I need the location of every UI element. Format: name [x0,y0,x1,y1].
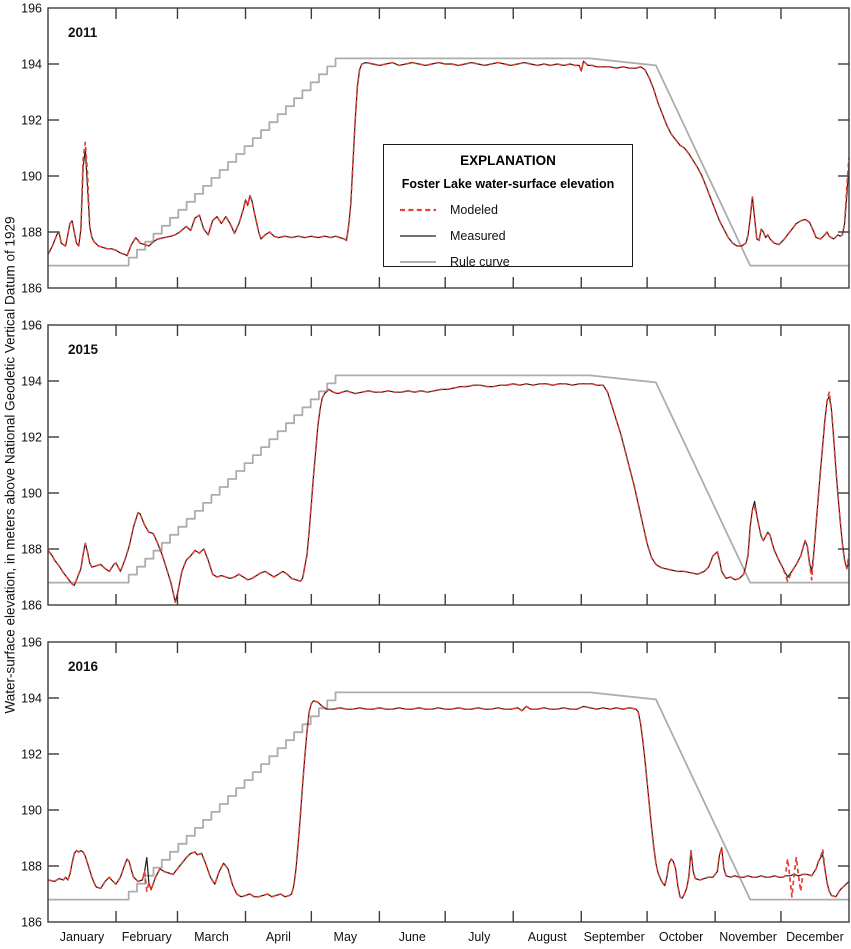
y-tick-label: 190 [21,487,42,501]
x-axis-month-label: January [60,930,105,944]
modeled-line-2016 [47,699,850,900]
y-tick-label: 194 [21,375,42,389]
y-tick-label: 196 [21,636,42,650]
x-axis-month-label: August [528,930,567,944]
x-axis-month-label: June [399,930,426,944]
y-tick-label: 186 [21,916,42,930]
rule-curve-line-sample-icon [400,261,436,263]
x-axis-month-label: November [719,930,777,944]
x-axis-month-label: April [266,930,291,944]
panel-frame-2015 [47,324,850,606]
y-tick-label: 190 [21,170,42,184]
x-axis-month-label: December [786,930,844,944]
measured-line-2015 [47,383,850,603]
y-tick-label: 196 [21,319,42,333]
legend: EXPLANATION Foster Lake water-surface el… [383,144,633,269]
modeled-line-2011 [47,60,850,257]
x-axis-month-label: September [584,930,645,944]
legend-item-rule-curve: Rule curve [400,255,632,269]
panel-year-label: 2015 [68,342,99,357]
legend-item-label: Rule curve [450,255,510,269]
legend-item-measured: Measured [400,229,632,243]
modeled-line-2015 [47,382,850,604]
x-axis-month-label: May [334,930,358,944]
y-tick-label: 186 [21,599,42,613]
y-tick-label: 194 [21,692,42,706]
x-axis-month-label: October [659,930,703,944]
legend-title: EXPLANATION [460,153,556,168]
panel-frame-2016 [47,641,850,923]
rule-curve-line-2015 [48,374,849,584]
measured-line-2016 [47,700,850,899]
y-tick-label: 192 [21,114,42,128]
x-axis-month-label: February [122,930,173,944]
y-tick-label: 190 [21,804,42,818]
y-tick-label: 188 [21,226,42,240]
legend-item-label: Modeled [450,203,498,217]
measured-line-sample-icon [400,235,436,237]
y-tick-label: 192 [21,748,42,762]
legend-subtitle: Foster Lake water-surface elevation [401,177,615,191]
modeled-line-sample-icon [400,208,436,212]
x-axis-month-label: July [468,930,491,944]
y-tick-label: 186 [21,282,42,296]
y-tick-label: 188 [21,860,42,874]
panel-frame-2011 [47,7,850,289]
y-tick-label: 192 [21,431,42,445]
x-axis-month-label: March [194,930,229,944]
panel-year-label: 2011 [68,25,98,40]
y-tick-label: 194 [21,58,42,72]
y-axis-title: Water-surface elevation, in meters above… [2,216,18,714]
legend-item-label: Measured [450,229,506,243]
rule-curve-line-2016 [48,691,849,901]
panel-year-label: 2016 [68,659,99,674]
y-tick-label: 196 [21,2,42,16]
y-tick-label: 188 [21,543,42,557]
rule-curve-line-2011 [48,57,849,267]
legend-item-modeled: Modeled [400,203,632,217]
